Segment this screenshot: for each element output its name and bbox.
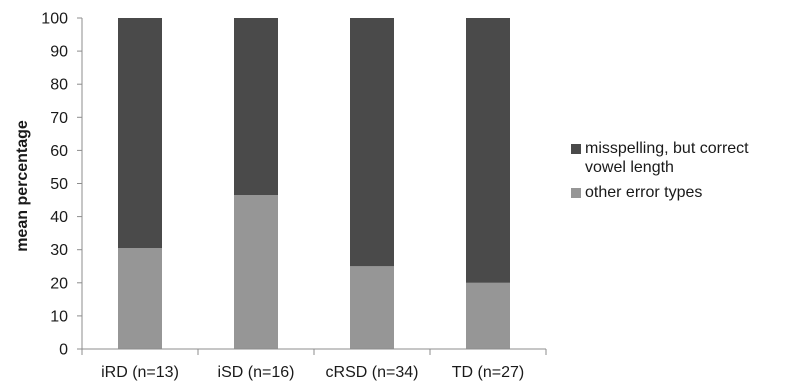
y-tick-label-90: 90 [50,44,68,61]
bars [118,18,510,349]
legend-swatch-other-errors [571,188,581,198]
bar-misspelling-2 [350,18,394,267]
y-tick-label-20: 20 [50,275,68,292]
y-tick-label-60: 60 [50,143,68,160]
y-tick-label-80: 80 [50,77,68,94]
x-axis: iRD (n=13) iSD (n=16) cRSD (n=34) TD (n=27) [81,348,547,381]
legend-item-other-errors: other error types [571,183,786,202]
y-tick-label-30: 30 [50,242,68,259]
bar-other-errors-3 [466,282,510,349]
bar-other-errors-0 [118,248,162,349]
y-axis: 0 10 20 30 40 50 60 70 80 90 100 [41,11,83,359]
x-tick-label-3: TD (n=27) [452,364,524,381]
x-tick-label-2: cRSD (n=34) [326,364,419,381]
bar-misspelling-0 [118,18,162,249]
y-tick-label-10: 10 [50,308,68,325]
legend-label-other-errors: other error types [585,184,703,201]
x-tick-label-1: iSD (n=16) [218,364,295,381]
y-tick-label-40: 40 [50,209,68,226]
y-tick-label-50: 50 [50,176,68,193]
y-tick-label-70: 70 [50,110,68,127]
y-tick-label-100: 100 [41,11,68,28]
legend-swatch-misspelling [571,144,581,154]
legend: misspelling, but correct vowel length ot… [571,139,786,208]
bar-misspelling-1 [234,18,278,196]
x-tick-label-0: iRD (n=13) [101,364,179,381]
legend-label-misspelling: misspelling, but correct vowel length [585,140,749,176]
bar-other-errors-2 [350,266,394,349]
bar-misspelling-3 [466,18,510,283]
legend-item-misspelling: misspelling, but correct vowel length [571,139,786,177]
bar-other-errors-1 [234,195,278,349]
y-tick-label-0: 0 [59,342,68,359]
y-axis-label: mean percentage [14,120,31,252]
